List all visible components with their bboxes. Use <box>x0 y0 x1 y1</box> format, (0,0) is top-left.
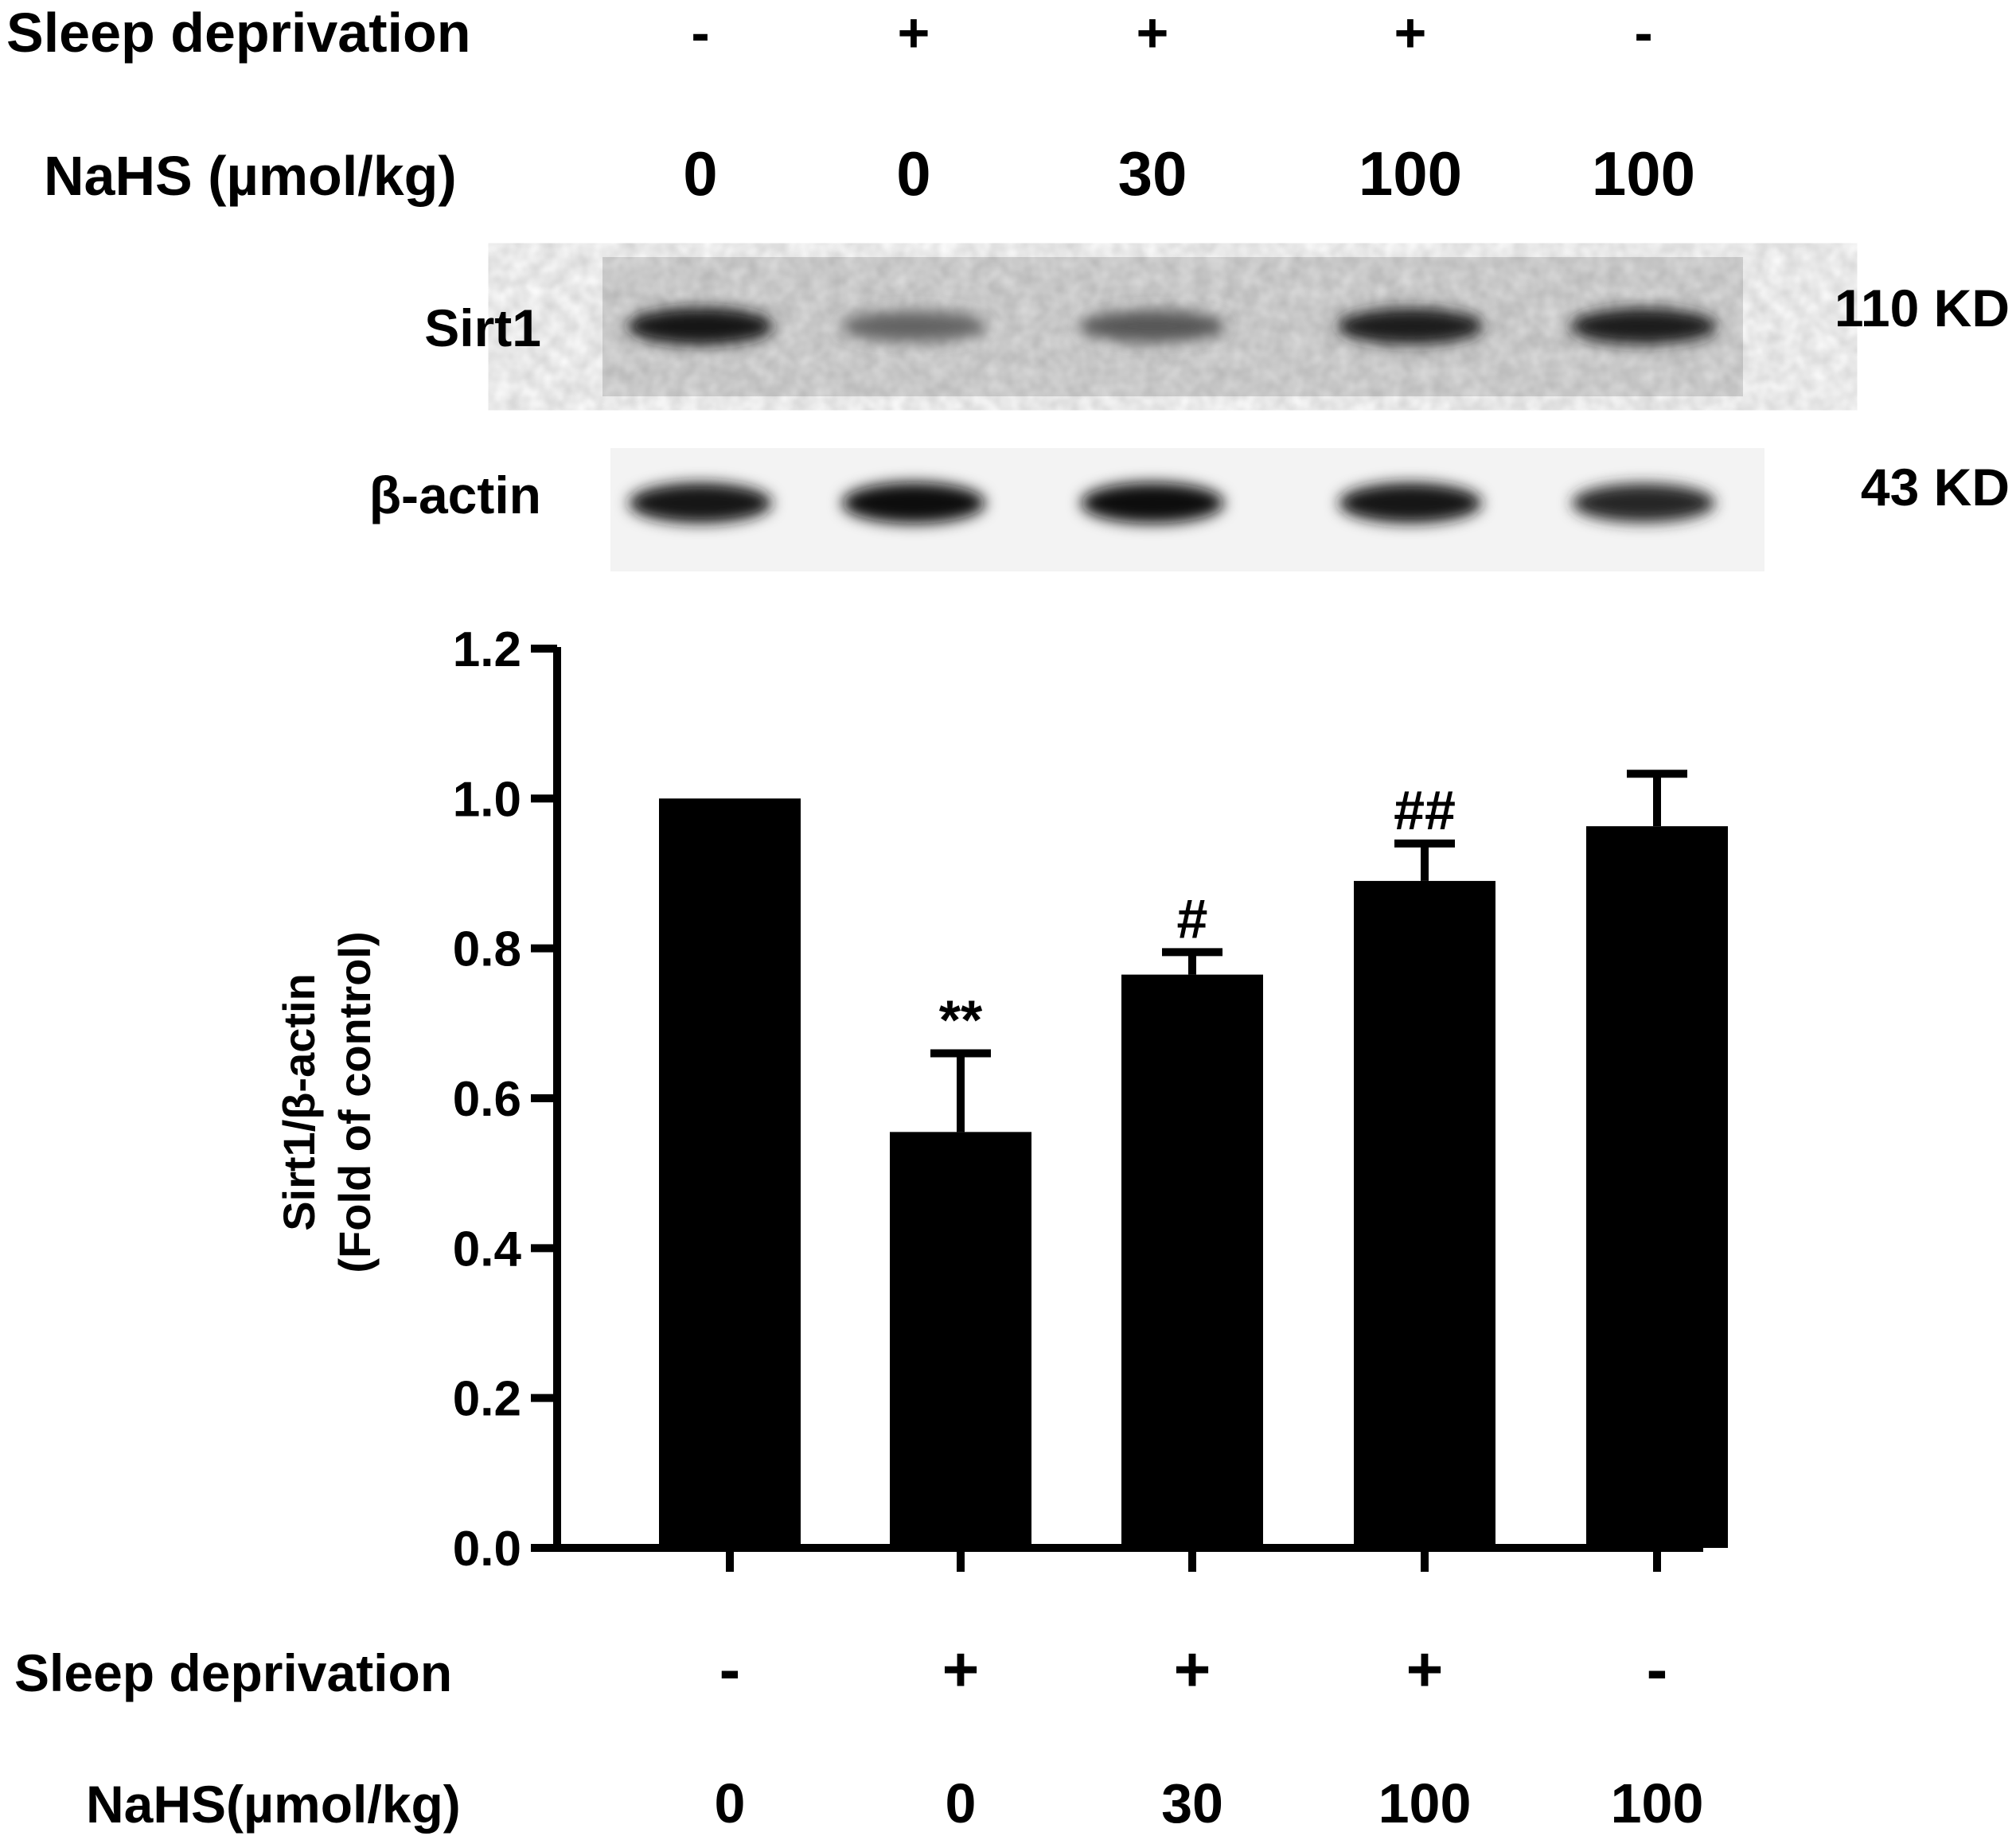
bar-chart: Sirt1/β-actin (Fold of control) 0.00.20.… <box>274 622 1728 1577</box>
bottom-nahs-value: 30 <box>1161 1772 1223 1834</box>
top-header: Sleep deprivation NaHS (µmol/kg) - + + + - 0… <box>6 2 1695 209</box>
top-nahs-values: 0 0 30 100 100 <box>683 138 1695 209</box>
y-axis-ticks: 0.0 0.2 0.4 0.6 0.8 1.0 1.2 <box>453 622 557 1577</box>
bands-sirt1 <box>626 307 1718 345</box>
top-sleep-value: - <box>1634 2 1652 64</box>
blot-band <box>1572 483 1715 523</box>
blot-band <box>1336 307 1484 345</box>
significance-mark: ## <box>1394 779 1456 841</box>
bottom-sleep-value: + <box>942 1634 980 1705</box>
blot-band <box>1570 307 1718 345</box>
blot-size-sirt1: 110 KD <box>1835 279 2010 337</box>
bottom-nahs-label: NaHS(µmol/kg) <box>86 1775 461 1834</box>
top-sleep-values: - + + + - <box>691 2 1652 64</box>
blot-band <box>1081 482 1224 524</box>
top-sleep-value: - <box>691 2 709 64</box>
bottom-nahs-values: 0 0 30 100 100 <box>715 1772 1704 1834</box>
top-sleep-value: + <box>1394 2 1427 64</box>
top-nahs-value: 0 <box>683 138 717 209</box>
blot-protein-actin: β-actin <box>369 466 541 524</box>
bottom-sleep-label: Sleep deprivation <box>14 1643 452 1702</box>
top-nahs-label: NaHS (µmol/kg) <box>44 145 457 207</box>
bottom-sleep-values: - + + + - <box>719 1634 1668 1705</box>
blot-row-actin: β-actin 43 KD <box>369 448 2010 571</box>
top-sleep-value: + <box>1137 2 1169 64</box>
blot-row-sirt1: Sirt1 110 KD <box>424 257 2010 396</box>
top-nahs-value: 100 <box>1359 138 1462 209</box>
bottom-nahs-value: 100 <box>1611 1772 1704 1834</box>
y-tick-label: 0.0 <box>453 1522 521 1577</box>
bar <box>1354 880 1495 1548</box>
bottom-nahs-value: 0 <box>715 1772 746 1834</box>
x-axis-ticks <box>726 1548 1661 1572</box>
significance-mark: ** <box>939 989 983 1051</box>
y-tick-label: 0.4 <box>453 1222 522 1277</box>
top-sleep-value: + <box>898 2 930 64</box>
bottom-sleep-value: + <box>1406 1634 1444 1705</box>
bar <box>890 1132 1031 1548</box>
y-axis-title-line1: Sirt1/β-actin <box>274 973 324 1231</box>
western-blot: Sirt1 110 KD β-actin 43 KD <box>369 257 2010 571</box>
y-axis-title-line2: (Fold of control) <box>330 931 380 1273</box>
y-tick-label: 0.2 <box>453 1372 521 1427</box>
bar <box>659 798 801 1548</box>
blot-band <box>1078 310 1226 343</box>
significance-annotations: **### <box>939 779 1456 1051</box>
significance-mark: # <box>1177 887 1208 949</box>
top-nahs-value: 100 <box>1592 138 1695 209</box>
bars <box>659 798 1728 1548</box>
blot-band <box>840 310 988 342</box>
top-nahs-value: 0 <box>896 138 930 209</box>
blot-band <box>842 482 985 524</box>
bar <box>1586 826 1728 1548</box>
top-sleep-label: Sleep deprivation <box>6 2 470 64</box>
y-tick-label: 0.8 <box>453 922 521 977</box>
blot-band <box>1339 482 1482 524</box>
bottom-sleep-value: - <box>1647 1634 1668 1705</box>
y-axis-title: Sirt1/β-actin (Fold of control) <box>274 931 380 1273</box>
bottom-nahs-value: 0 <box>946 1772 977 1834</box>
error-bars <box>930 770 1687 1132</box>
bottom-sleep-value: - <box>719 1634 741 1705</box>
blot-size-actin: 43 KD <box>1861 458 2010 516</box>
bands-actin <box>629 482 1715 524</box>
blot-band <box>626 307 774 345</box>
y-tick-label: 1.0 <box>453 772 521 827</box>
blot-protein-sirt1: Sirt1 <box>424 298 541 357</box>
top-nahs-value: 30 <box>1118 138 1187 209</box>
bar <box>1121 974 1263 1548</box>
bottom-sleep-value: + <box>1174 1634 1211 1705</box>
y-tick-label: 1.2 <box>453 622 521 677</box>
blot-band <box>629 482 772 524</box>
bottom-nahs-value: 100 <box>1378 1772 1472 1834</box>
y-tick-label: 0.6 <box>453 1072 521 1127</box>
